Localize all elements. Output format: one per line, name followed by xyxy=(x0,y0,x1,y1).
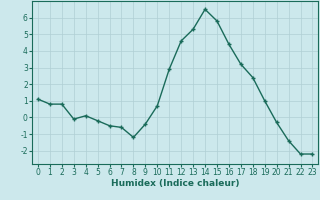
X-axis label: Humidex (Indice chaleur): Humidex (Indice chaleur) xyxy=(111,179,239,188)
